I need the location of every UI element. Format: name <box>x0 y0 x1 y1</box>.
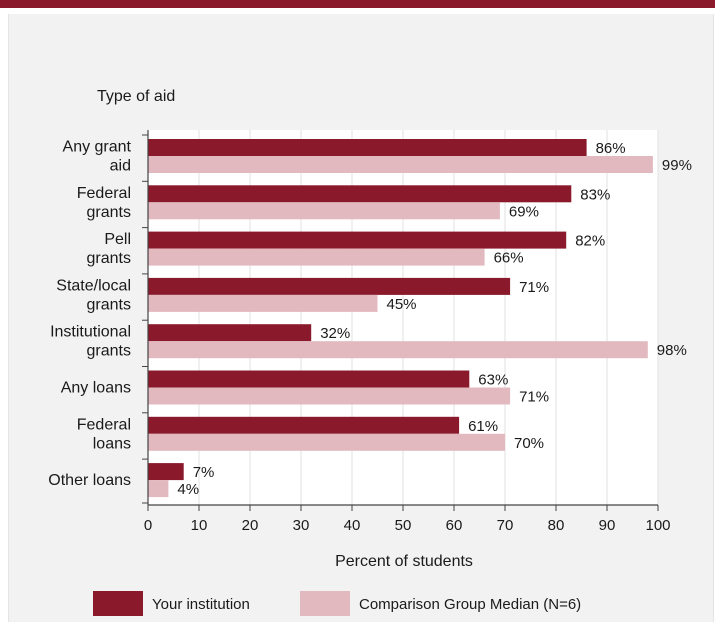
x-tick-label: 90 <box>599 517 616 534</box>
category-label: grants <box>87 296 131 313</box>
bar-comparison-median <box>148 248 485 266</box>
bar-comparison-median <box>148 341 648 359</box>
data-label: 63% <box>478 372 508 389</box>
category-label: grants <box>87 250 131 267</box>
x-tick-label: 10 <box>191 517 208 534</box>
legend-swatch-your-institution <box>93 591 143 616</box>
data-label: 70% <box>514 435 544 452</box>
data-label: 99% <box>662 157 692 174</box>
data-label: 69% <box>509 203 539 220</box>
bar-your-institution <box>148 139 587 156</box>
bar-your-institution <box>148 463 184 481</box>
x-tick-label: 0 <box>144 517 152 534</box>
chart-title: Type of aid <box>97 88 175 105</box>
x-tick-label: 60 <box>446 517 463 534</box>
data-label: 32% <box>320 325 350 342</box>
legend: Your institution Comparison Group Median … <box>93 591 581 616</box>
category-label: loans <box>93 435 131 452</box>
x-axis-label: Percent of students <box>335 553 473 570</box>
data-label: 4% <box>177 481 199 498</box>
x-tick-label: 50 <box>395 517 412 534</box>
legend-swatch-comparison <box>300 591 350 616</box>
bar-comparison-median <box>148 480 169 498</box>
category-label: Federal <box>77 185 131 202</box>
category-label: Pell <box>104 231 131 248</box>
bar-comparison-median <box>148 387 511 405</box>
x-tick-label: 20 <box>242 517 259 534</box>
bars: 86% 99% 83% 69% 82% 66% 71% 45% 32% 98% 63% 71% 61% 7… <box>148 139 692 498</box>
data-label: 82% <box>575 233 605 250</box>
top-rule <box>0 0 715 8</box>
category-label: grants <box>87 343 131 360</box>
bar-comparison-median <box>148 433 505 451</box>
bar-comparison-median <box>148 202 500 220</box>
bar-your-institution <box>148 277 511 295</box>
bar-your-institution <box>148 324 312 342</box>
bar-comparison-median <box>148 294 378 312</box>
axes <box>142 130 659 511</box>
data-label: 61% <box>468 418 498 435</box>
data-label: 98% <box>657 342 687 359</box>
category-label: Any loans <box>61 380 131 397</box>
bar-your-institution <box>148 185 572 203</box>
x-tick-labels: 0 10 20 30 40 50 60 70 80 90 100 <box>144 517 671 534</box>
category-labels: Any grant aid Federal grants Pell grants State… <box>48 139 131 490</box>
x-tick-label: 100 <box>645 517 670 534</box>
data-label: 71% <box>519 389 549 406</box>
x-tick-label: 80 <box>548 517 565 534</box>
category-label: State/local <box>56 277 131 294</box>
category-label: grants <box>87 204 131 221</box>
category-label: Federal <box>77 416 131 433</box>
data-label: 83% <box>580 186 610 203</box>
x-tick-label: 40 <box>344 517 361 534</box>
legend-label: Your institution <box>152 596 250 613</box>
category-label: Any grant <box>63 139 132 156</box>
x-tick-label: 30 <box>293 517 310 534</box>
category-label: Institutional <box>50 324 131 341</box>
data-label: 66% <box>494 250 524 267</box>
bar-your-institution <box>148 370 470 388</box>
bar-your-institution <box>148 416 460 434</box>
category-label: Other loans <box>48 472 131 489</box>
data-label: 7% <box>193 464 215 481</box>
bar-comparison-median <box>148 156 653 173</box>
legend-label: Comparison Group Median (N=6) <box>359 596 581 613</box>
data-label: 45% <box>387 296 417 313</box>
x-tick-label: 70 <box>497 517 514 534</box>
data-label: 71% <box>519 279 549 296</box>
category-label: aid <box>110 158 131 175</box>
bar-your-institution <box>148 231 567 249</box>
data-label: 86% <box>596 140 626 157</box>
